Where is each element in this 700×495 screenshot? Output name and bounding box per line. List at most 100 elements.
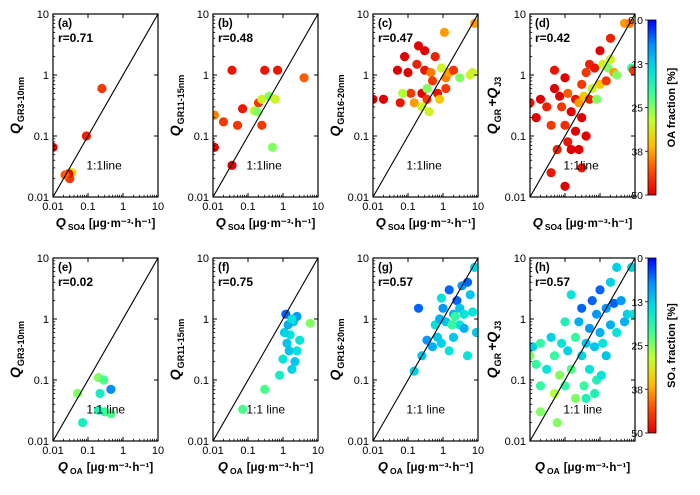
data-point	[560, 181, 570, 191]
data-point	[584, 323, 595, 333]
one-to-one-line	[373, 14, 478, 197]
data-point	[601, 351, 611, 361]
one-to-one-line	[213, 258, 318, 441]
data-point	[560, 317, 570, 327]
r-value-label: r=0.47	[378, 31, 413, 45]
points-layer	[213, 65, 309, 170]
data-point	[409, 98, 419, 108]
x-axis-label: Q SO4 [μg·m⁻³·h⁻¹]	[376, 215, 476, 232]
data-point	[435, 94, 445, 104]
y-axis-label: QGR16-20nm	[327, 75, 346, 137]
data-point	[459, 309, 469, 319]
data-point	[292, 346, 302, 356]
data-point	[427, 342, 438, 352]
plot-frame	[212, 257, 319, 442]
scatter-panel-d: 0.01 0.1 1 10 (d)r=0.42 1:1line Q SO4 [μg·m⁻³·h⁻…	[484, 9, 636, 232]
data-point	[581, 131, 591, 141]
data-point	[218, 117, 229, 127]
data-point	[282, 338, 292, 348]
data-point	[436, 338, 446, 348]
panel-label: (e)	[58, 262, 72, 274]
x-tick-label: 0.1	[80, 445, 95, 457]
y-tick-label: 0.1	[194, 131, 209, 143]
x-tick-label: 1	[440, 201, 446, 213]
r-value-label: r=0.02	[58, 275, 93, 289]
y-axis-label: QGR16-20nm	[327, 319, 346, 381]
y-tick-label: 10	[514, 9, 526, 21]
data-point	[426, 67, 436, 78]
y-axis-label: QGR11-15nm	[167, 75, 186, 136]
y-tick-label: 0.1	[354, 131, 369, 143]
data-point	[530, 98, 535, 108]
one-to-one-line-label: 1:1line	[86, 159, 122, 173]
x-tick-label: 10	[312, 445, 324, 457]
data-point	[257, 120, 267, 130]
data-point	[422, 83, 432, 94]
data-point	[378, 94, 389, 104]
data-point	[574, 98, 584, 108]
colorbar-tick-label: 38	[631, 384, 643, 396]
scatter-panel-e: 0.010.01 0.1 0.1 1 1 10 10 (e)r=0.02 1:1 line Q OA…	[7, 253, 164, 476]
data-point	[450, 311, 460, 322]
one-to-one-line-label: 1:1 line	[406, 403, 445, 417]
data-point	[287, 314, 297, 324]
y-tick-label: 0.1	[34, 131, 49, 143]
x-axis-label: Q OA [μg·m⁻³·h⁻¹]	[535, 459, 630, 476]
one-to-one-line-label: 1:1 line	[86, 403, 125, 417]
plot-frame	[372, 257, 479, 442]
x-tick-label: 10	[472, 445, 484, 457]
data-point	[574, 144, 584, 155]
y-tick-label: 10	[357, 9, 369, 21]
data-point	[601, 76, 611, 86]
data-point	[470, 18, 478, 28]
y-tick-label: 0.01	[348, 436, 369, 448]
scatter-panel-f: 0.010.01 0.1 0.1 1 1 10 10 (f)r=0.75 1:1 line Q OA…	[167, 253, 324, 476]
y-tick-label: 10	[514, 253, 526, 265]
y-tick-label: 10	[197, 9, 209, 21]
one-to-one-line-label: 1:1 line	[563, 403, 602, 417]
y-tick-label: 0.01	[188, 192, 209, 204]
x-axis-label: Q OA [μg·m⁻³·h⁻¹]	[378, 459, 473, 476]
data-point	[260, 384, 270, 394]
points-layer	[72, 372, 116, 428]
y-tick-label: 1	[203, 70, 209, 82]
y-axis-label: QGR+QJ3	[484, 77, 503, 134]
data-point	[238, 404, 248, 414]
data-point	[403, 67, 413, 78]
data-point	[424, 107, 434, 117]
x-axis-label: Q SO4 [μg·m⁻³·h⁻¹]	[56, 215, 156, 232]
data-point	[252, 107, 262, 117]
data-point	[627, 262, 635, 272]
data-point	[577, 113, 587, 123]
data-point	[471, 327, 478, 338]
data-point	[392, 65, 403, 75]
points-layer	[530, 262, 635, 428]
colorbar-tick-label: 50	[631, 190, 643, 202]
plot-frame	[372, 13, 479, 198]
data-point	[295, 335, 305, 345]
data-point	[468, 307, 478, 317]
y-tick-label: 0.01	[505, 192, 526, 204]
colorbar-tick-label: 0	[637, 253, 643, 265]
colorbar-tick-label: 25	[631, 341, 643, 353]
data-point	[78, 418, 88, 428]
data-point	[549, 65, 560, 75]
x-tick-label: 0.1	[240, 445, 255, 457]
data-point	[420, 46, 430, 56]
plot-frame	[529, 257, 636, 442]
x-tick-label: 0.1	[400, 201, 415, 213]
data-point	[106, 409, 116, 419]
data-point	[413, 303, 424, 313]
data-point	[462, 351, 473, 361]
data-point	[557, 338, 567, 348]
data-point	[430, 52, 440, 62]
y-tick-label: 0.1	[354, 375, 369, 387]
colorbar-tick-label: 0.0	[628, 15, 643, 27]
data-point	[447, 320, 457, 330]
data-point	[579, 381, 589, 391]
data-point	[570, 332, 581, 342]
x-tick-label: 1	[440, 445, 446, 457]
data-point	[400, 52, 410, 62]
